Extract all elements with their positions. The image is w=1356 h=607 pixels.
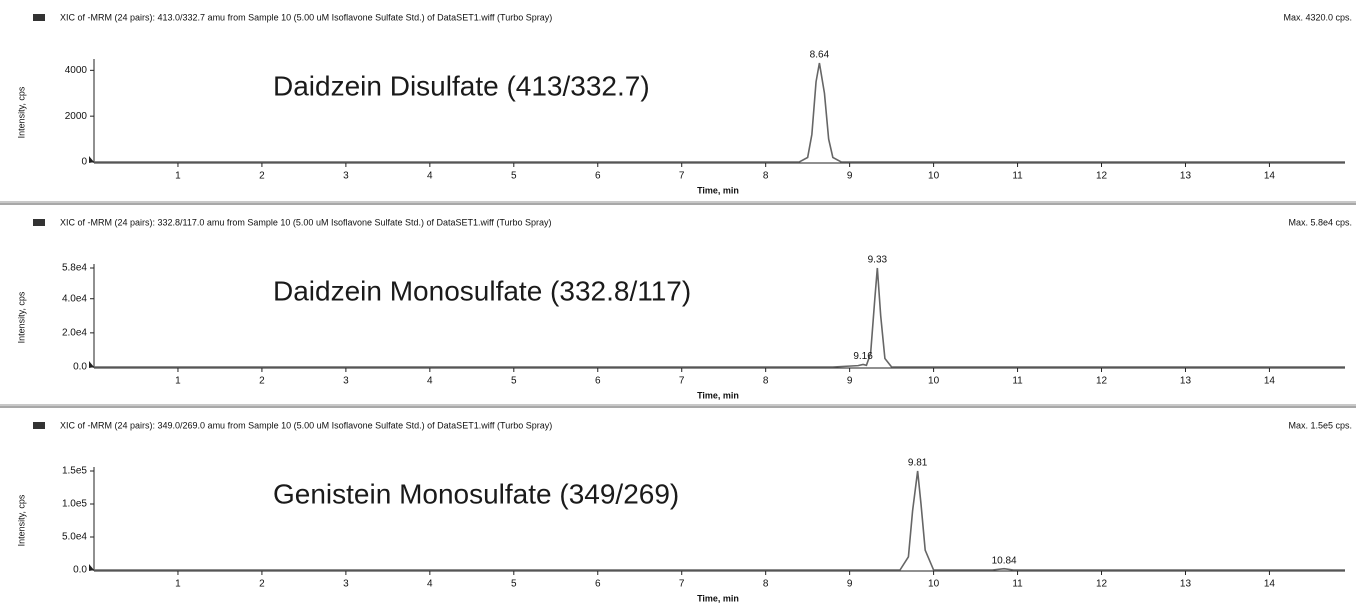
x-axis-label: Time, min — [697, 593, 739, 603]
x-tick-label: 6 — [595, 579, 601, 590]
y-tick-label: 0 — [81, 157, 87, 168]
x-tick-label: 3 — [343, 376, 349, 387]
x-tick-label: 5 — [511, 579, 517, 590]
x-tick-label: 1 — [175, 171, 181, 182]
x-tick-label: 11 — [1012, 171, 1023, 182]
panel: XIC of -MRM (24 pairs): 413.0/332.7 amu … — [16, 12, 1352, 195]
x-tick-label: 13 — [1180, 579, 1192, 590]
y-axis-label: Intensity, cps — [16, 291, 26, 343]
x-tick-label: 14 — [1264, 579, 1276, 590]
y-tick-label: 4000 — [65, 65, 88, 76]
trace-icon — [33, 14, 45, 21]
y-tick-label: 5.0e4 — [62, 532, 87, 543]
x-tick-label: 3 — [343, 171, 349, 182]
origin-marker — [89, 564, 94, 571]
x-tick-label: 7 — [679, 376, 685, 387]
x-tick-label: 4 — [427, 171, 433, 182]
x-tick-label: 7 — [679, 579, 685, 590]
annotation: Daidzein Disulfate (413/332.7) — [273, 70, 650, 101]
y-tick-label: 2000 — [65, 111, 88, 122]
x-tick-label: 13 — [1180, 171, 1192, 182]
peak-label: 10.84 — [992, 555, 1017, 566]
origin-marker — [89, 156, 94, 163]
y-axis-label: Intensity, cps — [16, 494, 26, 546]
panel-header: XIC of -MRM (24 pairs): 332.8/117.0 amu … — [60, 217, 552, 227]
x-tick-label: 2 — [259, 579, 265, 590]
x-tick-label: 8 — [763, 376, 769, 387]
x-tick-label: 8 — [763, 171, 769, 182]
trace — [94, 62, 1345, 163]
trace — [94, 470, 1345, 571]
x-tick-label: 2 — [259, 171, 265, 182]
annotation: Genistein Monosulfate (349/269) — [273, 478, 679, 509]
x-tick-label: 3 — [343, 579, 349, 590]
x-tick-label: 10 — [928, 171, 940, 182]
panel-separator — [0, 404, 1356, 408]
max-label: Max. 4320.0 cps. — [1283, 12, 1352, 22]
x-tick-label: 9 — [847, 579, 853, 590]
panel-header: XIC of -MRM (24 pairs): 349.0/269.0 amu … — [60, 420, 552, 430]
trace-icon — [33, 219, 45, 226]
peak-label: 8.64 — [810, 50, 830, 61]
x-tick-label: 11 — [1012, 376, 1023, 387]
x-tick-label: 12 — [1096, 579, 1108, 590]
x-tick-label: 6 — [595, 171, 601, 182]
x-tick-label: 10 — [928, 579, 940, 590]
trace — [94, 267, 1345, 368]
panel: XIC of -MRM (24 pairs): 349.0/269.0 amu … — [0, 404, 1356, 603]
x-tick-label: 8 — [763, 579, 769, 590]
x-tick-label: 9 — [847, 171, 853, 182]
peak-label: 9.33 — [868, 255, 888, 266]
y-tick-label: 4.0e4 — [62, 293, 87, 304]
trace-icon — [33, 422, 45, 429]
y-tick-label: 2.0e4 — [62, 328, 87, 339]
x-axis-label: Time, min — [697, 390, 739, 400]
x-tick-label: 4 — [427, 376, 433, 387]
annotation: Daidzein Monosulfate (332.8/117) — [273, 275, 691, 306]
x-axis-label: Time, min — [697, 185, 739, 195]
x-tick-label: 12 — [1096, 376, 1108, 387]
peak-label: 9.16 — [853, 351, 873, 362]
y-tick-label: 1.5e5 — [62, 466, 87, 477]
x-tick-label: 5 — [511, 376, 517, 387]
max-label: Max. 5.8e4 cps. — [1288, 217, 1352, 227]
y-axis-label: Intensity, cps — [16, 86, 26, 138]
x-tick-label: 14 — [1264, 171, 1276, 182]
peak-label: 9.81 — [908, 458, 928, 469]
max-label: Max. 1.5e5 cps. — [1288, 420, 1352, 430]
y-tick-label: 1.0e5 — [62, 499, 87, 510]
x-tick-label: 13 — [1180, 376, 1192, 387]
x-tick-label: 11 — [1012, 579, 1023, 590]
x-tick-label: 10 — [928, 376, 940, 387]
origin-marker — [89, 361, 94, 368]
x-tick-label: 1 — [175, 376, 181, 387]
panel-header: XIC of -MRM (24 pairs): 413.0/332.7 amu … — [60, 12, 552, 22]
x-tick-label: 1 — [175, 579, 181, 590]
y-tick-label: 5.8e4 — [62, 263, 87, 274]
x-tick-label: 12 — [1096, 171, 1108, 182]
y-tick-label: 0.0 — [73, 565, 87, 576]
y-tick-label: 0.0 — [73, 362, 87, 373]
x-tick-label: 4 — [427, 579, 433, 590]
x-tick-label: 9 — [847, 376, 853, 387]
panel: XIC of -MRM (24 pairs): 332.8/117.0 amu … — [0, 201, 1356, 400]
x-tick-label: 5 — [511, 171, 517, 182]
x-tick-label: 7 — [679, 171, 685, 182]
x-tick-label: 14 — [1264, 376, 1276, 387]
x-tick-label: 6 — [595, 376, 601, 387]
x-tick-label: 2 — [259, 376, 265, 387]
panel-separator — [0, 201, 1356, 205]
